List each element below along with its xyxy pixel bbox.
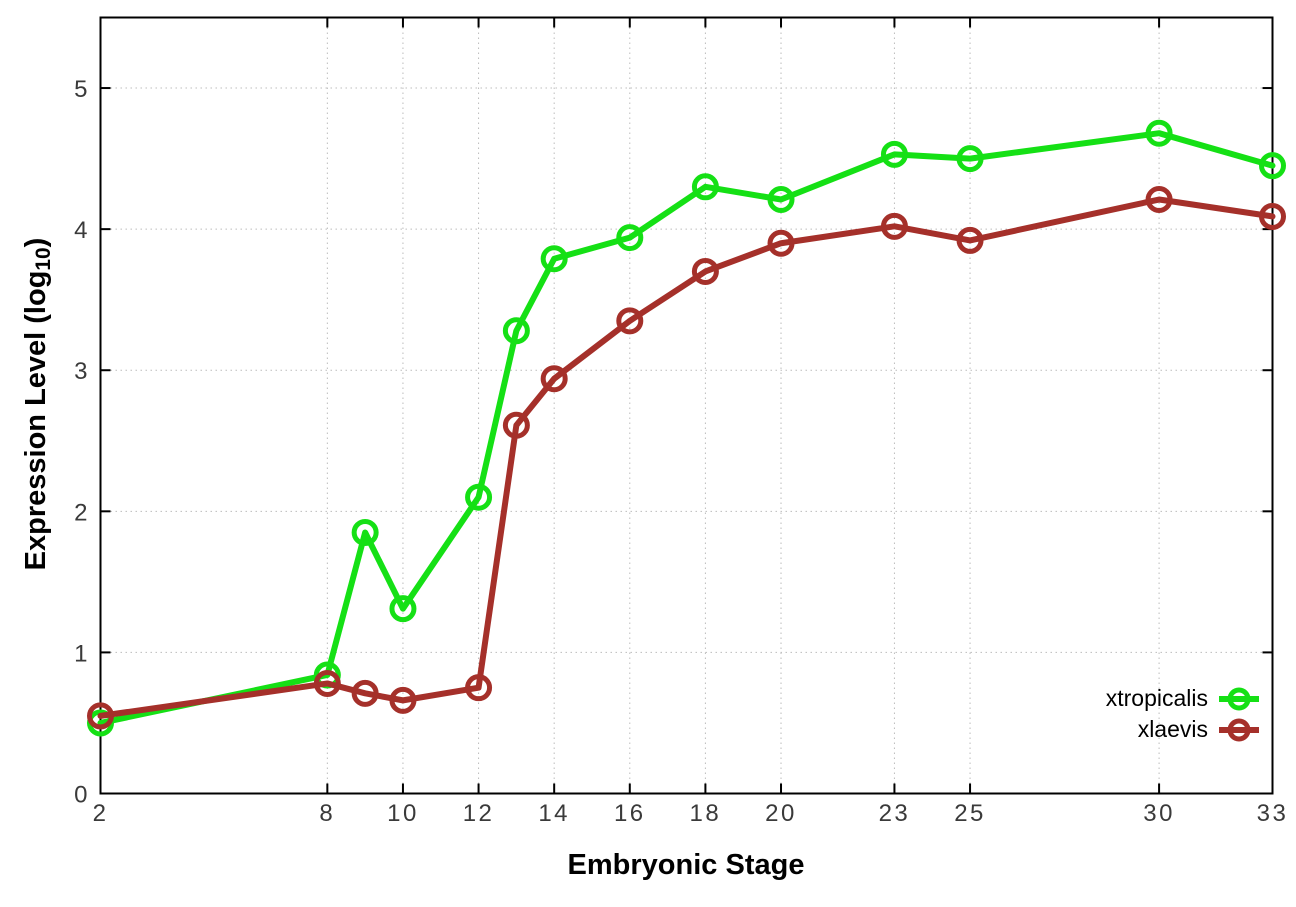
- series-point-xtropicalis: [540, 245, 568, 273]
- x-tick-label: 10: [387, 800, 419, 827]
- series-line-xtropicalis: [97, 130, 1276, 726]
- y-axis-label: Expression Level (log10): [20, 238, 56, 571]
- legend: xtropicalis xlaevis: [1106, 683, 1260, 745]
- y-tick-label: 2: [74, 499, 90, 526]
- x-tick-label: 30: [1143, 800, 1175, 827]
- y-tick-label: 3: [74, 358, 90, 385]
- series-point-xlaevis: [1145, 186, 1173, 214]
- series-point-xtropicalis: [351, 518, 379, 546]
- x-tick-label: 23: [879, 800, 911, 827]
- x-tick-label: 8: [319, 800, 335, 827]
- legend-label-xlaevis: xlaevis: [1137, 716, 1208, 742]
- series-point-xtropicalis: [616, 224, 644, 252]
- x-tick-label: 16: [614, 800, 646, 827]
- series-point-xlaevis: [767, 229, 795, 257]
- y-axis-label-close: ): [19, 237, 52, 248]
- series-point-xlaevis: [691, 257, 719, 285]
- series-line-xlaevis: [97, 196, 1276, 719]
- series-point-xlaevis: [389, 686, 417, 714]
- series-point-xtropicalis: [389, 595, 417, 623]
- x-tick-label: 25: [954, 800, 986, 827]
- series-point-xtropicalis: [691, 173, 719, 201]
- series-point-xtropicalis: [1145, 119, 1173, 147]
- y-tick-label: 4: [74, 217, 90, 244]
- series-point-xtropicalis: [956, 145, 984, 173]
- legend-item-xlaevis: xlaevis: [1138, 714, 1260, 745]
- series-point-xlaevis: [502, 411, 530, 439]
- series-point-xtropicalis: [1259, 152, 1286, 180]
- x-tick-label: 14: [538, 800, 570, 827]
- series-point-xlaevis: [87, 702, 114, 730]
- y-tick-label: 0: [74, 782, 90, 809]
- legend-marker-icon: [1219, 718, 1259, 741]
- x-tick-label: 33: [1257, 800, 1289, 827]
- series-point-xtropicalis: [502, 317, 530, 345]
- legend-item-xtropicalis: xtropicalis: [1106, 683, 1260, 714]
- series-point-xtropicalis: [465, 483, 493, 511]
- y-tick-label: 5: [74, 76, 90, 103]
- series-point-xlaevis: [956, 226, 984, 254]
- series-point-xlaevis: [351, 679, 379, 707]
- x-tick-label: 12: [463, 800, 495, 827]
- x-tick-label: 18: [690, 800, 722, 827]
- legend-circle: [1227, 718, 1251, 741]
- y-tick-label: 1: [74, 640, 90, 667]
- y-axis-label-subscript: 10: [32, 247, 56, 271]
- legend-circle: [1227, 687, 1251, 710]
- series-point-xlaevis: [540, 365, 568, 393]
- series-point-xtropicalis: [767, 186, 795, 214]
- series-point-xlaevis: [880, 212, 908, 240]
- legend-label-xtropicalis: xtropicalis: [1105, 685, 1208, 711]
- x-tick-label: 2: [93, 800, 109, 827]
- series-point-xlaevis: [616, 307, 644, 335]
- series-point-xlaevis: [465, 674, 493, 702]
- series-point-xlaevis: [1259, 202, 1286, 230]
- plot-border: [99, 16, 1274, 795]
- y-axis-label-text: Expression Level (log: [19, 270, 52, 571]
- x-tick-label: 20: [765, 800, 797, 827]
- series-point-xlaevis: [313, 669, 341, 697]
- series-point-xtropicalis: [880, 140, 908, 168]
- legend-marker-icon: [1219, 687, 1259, 710]
- x-axis-label: Embryonic Stage: [567, 849, 805, 881]
